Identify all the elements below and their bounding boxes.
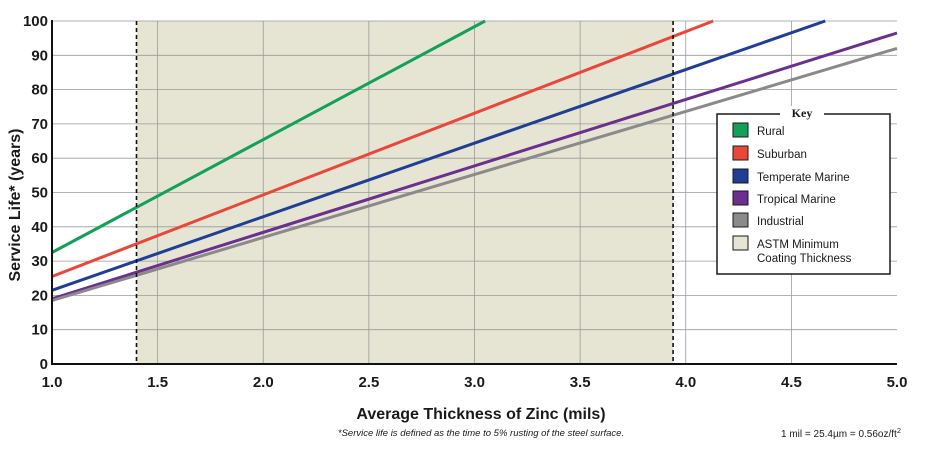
x-tick-label: 1.5 xyxy=(147,374,168,391)
legend-title-background xyxy=(780,106,824,120)
x-tick-label: 1.0 xyxy=(42,374,63,391)
footnote: *Service life is defined as the time to … xyxy=(338,428,624,439)
legend-label-tropical-marine: Tropical Marine xyxy=(757,194,836,206)
y-tick-label: 60 xyxy=(31,150,48,167)
y-tick-label: 70 xyxy=(31,116,48,133)
y-tick-label: 30 xyxy=(31,253,48,270)
x-tick-label: 3.0 xyxy=(464,374,485,391)
legend-title: Key xyxy=(792,106,813,120)
legend-label-industrial: Industrial xyxy=(757,216,804,228)
y-axis-title: Service Life* (years) xyxy=(7,129,24,282)
x-tick-label: 2.0 xyxy=(253,374,274,391)
y-tick-label: 20 xyxy=(31,287,48,304)
series-line-suburban xyxy=(51,19,714,278)
conversion-note-superscript: 2 xyxy=(897,426,901,435)
x-tick-label: 4.5 xyxy=(781,374,802,391)
y-tick-label: 0 xyxy=(40,356,48,373)
legend-label-suburban: Suburban xyxy=(757,149,807,161)
legend-label-astm-minimum-coating-thickness: ASTM Minimum Coating Thickness xyxy=(757,239,852,265)
series-line-industrial xyxy=(51,46,898,302)
x-tick-label: 2.5 xyxy=(358,374,379,391)
legend-label-temperate-marine: Temperate Marine xyxy=(757,172,850,184)
x-tick-label: 4.0 xyxy=(675,374,696,391)
series-line-tropical-marine xyxy=(51,31,898,301)
series-line-temperate-marine xyxy=(51,19,826,292)
legend-swatch-suburban xyxy=(732,145,749,161)
legend-swatch-temperate-marine xyxy=(732,168,749,184)
conversion-note: 1 mil = 25.4µm = 0.56oz/ft2 xyxy=(781,426,901,440)
x-tick-label: 5.0 xyxy=(887,374,908,391)
conversion-note-text: 1 mil = 25.4µm = 0.56oz/ft xyxy=(781,429,897,440)
y-tick-label: 40 xyxy=(31,219,48,236)
legend-swatch-tropical-marine xyxy=(732,190,749,206)
legend-swatch-rural xyxy=(732,122,749,138)
legend-swatch-astm-minimum-coating-thickness xyxy=(732,235,749,251)
y-tick-label: 100 xyxy=(23,13,48,30)
y-tick-label: 80 xyxy=(31,82,48,99)
legend: Key Rural Suburban Temperate Marine Tropica… xyxy=(716,106,891,275)
x-axis-title: Average Thickness of Zinc (mils) xyxy=(356,406,605,423)
legend-label-rural: Rural xyxy=(757,126,784,138)
y-tick-label: 50 xyxy=(31,185,48,202)
y-tick-label: 90 xyxy=(31,47,48,64)
y-tick-label: 10 xyxy=(31,322,48,339)
series-line-rural xyxy=(51,19,486,254)
legend-swatch-industrial xyxy=(732,212,749,228)
x-tick-label: 3.5 xyxy=(570,374,591,391)
